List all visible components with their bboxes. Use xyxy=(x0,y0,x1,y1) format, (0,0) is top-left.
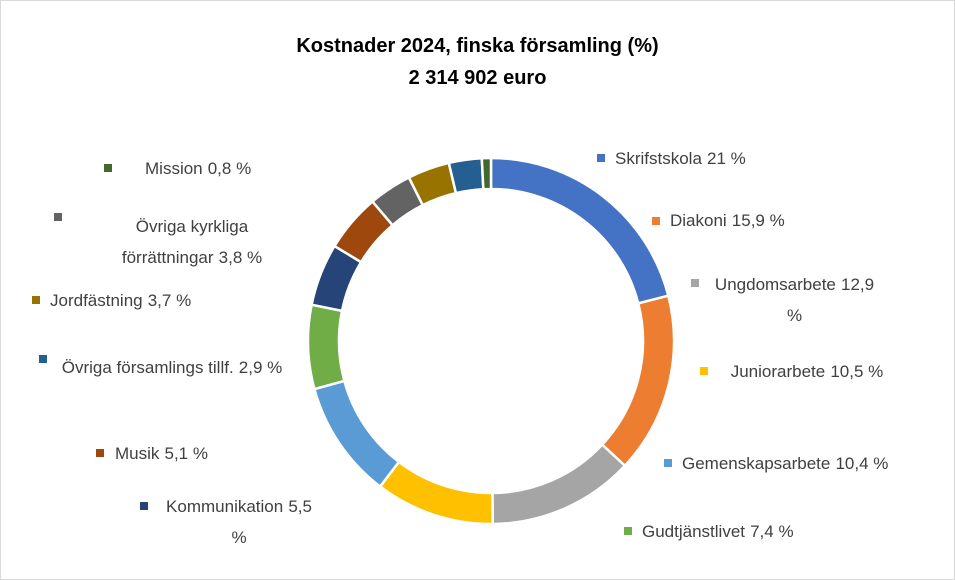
donut-segment xyxy=(447,156,485,195)
donut-segment xyxy=(600,294,676,468)
category-label: Musik xyxy=(115,444,160,463)
chart-title: Kostnader 2024, finska församling (%) xyxy=(296,35,659,57)
data-label: Övriga kyrkliga förrättningar 3,8 % xyxy=(78,211,306,273)
data-label: Gudtjänstlivet 7,4 % xyxy=(642,516,862,547)
value-label: 21 % xyxy=(707,149,746,168)
donut-segment xyxy=(480,156,493,191)
category-label: Ungdomsarbete xyxy=(714,275,836,294)
donut-segment xyxy=(306,303,346,391)
data-label: Diakoni 15,9 % xyxy=(670,205,890,236)
value-label: 3,7 % xyxy=(147,291,192,310)
value-label: 3,8 % xyxy=(218,248,263,267)
data-label: Mission 0,8 % xyxy=(145,153,345,184)
legend-marker xyxy=(652,217,660,225)
category-label: Gemenskapsarbete xyxy=(682,454,831,473)
data-label: Musik 5,1 % xyxy=(115,438,315,469)
value-label: 5,1 % xyxy=(164,444,208,463)
category-label: Skrifstskola xyxy=(615,149,702,168)
value-label: 2,9 % xyxy=(238,358,283,377)
legend-marker xyxy=(32,296,40,304)
data-label: Gemenskapsarbete 10,4 % xyxy=(682,448,952,479)
data-label: Kommunikation 5,5 % xyxy=(158,491,320,553)
data-label: Ungdomsarbete 12,9 % xyxy=(707,269,882,331)
chart-subtitle: 2 314 902 euro xyxy=(408,67,547,89)
legend-marker xyxy=(597,154,605,162)
data-label: Juniorarbete 10,5 % xyxy=(716,356,898,387)
legend-marker xyxy=(691,279,699,287)
value-label: 12,9 % xyxy=(786,275,875,325)
legend-marker xyxy=(700,367,708,375)
donut-segment xyxy=(491,442,627,526)
category-label: Juniorarbete xyxy=(730,362,826,381)
value-label: 5,5 % xyxy=(231,497,312,547)
category-label: Övriga församlings tillf. xyxy=(61,358,234,377)
legend-marker xyxy=(664,459,672,467)
category-label: Mission xyxy=(145,159,203,178)
donut-segment xyxy=(489,156,670,305)
legend-marker xyxy=(39,355,47,363)
data-label: Jordfästning 3,7 % xyxy=(50,285,270,316)
data-label: Övriga församlings tillf. 2,9 % xyxy=(59,352,285,383)
category-label: Övriga kyrkliga förrättningar xyxy=(121,217,249,267)
category-label: Kommunikation xyxy=(166,497,284,516)
value-label: 10,5 % xyxy=(830,362,884,381)
donut-segment xyxy=(312,379,401,489)
legend-marker xyxy=(104,164,112,172)
category-label: Jordfästning xyxy=(50,291,143,310)
legend-marker xyxy=(96,449,104,457)
data-label: Skrifstskola 21 % xyxy=(615,143,835,174)
legend-marker xyxy=(54,213,62,221)
donut-segment xyxy=(378,460,494,526)
value-label: 7,4 % xyxy=(750,522,794,541)
value-label: 0,8 % xyxy=(207,159,252,178)
legend-marker xyxy=(140,502,148,510)
legend-marker xyxy=(624,527,632,535)
category-label: Gudtjänstlivet xyxy=(642,522,745,541)
value-label: 10,4 % xyxy=(835,454,889,473)
value-label: 15,9 % xyxy=(731,211,785,230)
category-label: Diakoni xyxy=(670,211,727,230)
